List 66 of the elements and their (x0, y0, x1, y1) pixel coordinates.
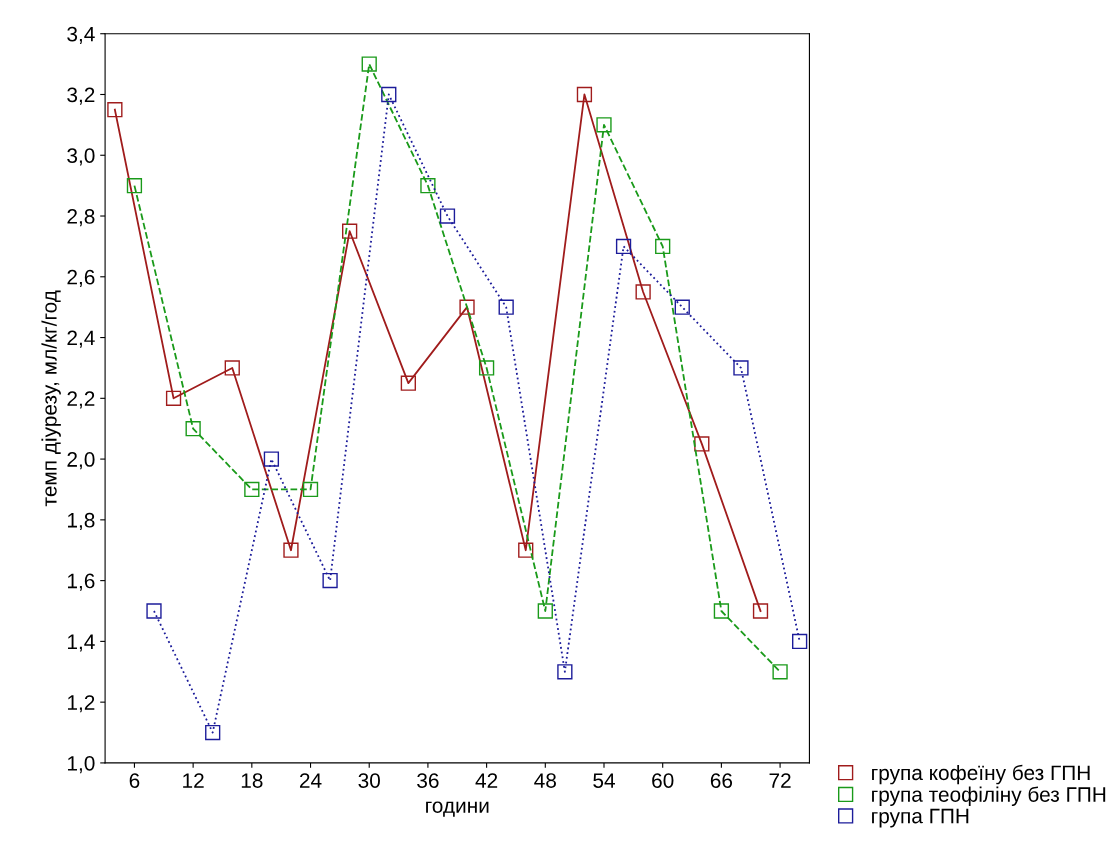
point (498, 299, 514, 315)
legend-label: група кофеїну без ГПН (872, 764, 1090, 785)
y-axis-title: темп діурезу, мл/кг/год (41, 290, 61, 507)
point (381, 86, 397, 103)
point (420, 177, 436, 194)
point (557, 664, 573, 680)
x-axis-title: години (426, 801, 489, 817)
y-tick-label: 2,4 (67, 330, 95, 348)
y-tick-label: 1,4 (68, 634, 95, 652)
x-tick-label: 54 (593, 773, 615, 788)
y-tick-label: 2,0 (67, 452, 95, 470)
point (400, 375, 416, 391)
y-tick-label: 2,6 (67, 269, 95, 287)
x-tick-label: 30 (358, 773, 380, 788)
x-tick-label: 36 (417, 773, 439, 788)
x-tick-label: 12 (183, 773, 204, 788)
y-tick-label: 3,0 (67, 148, 95, 166)
x-tick-label: 6 (129, 773, 140, 788)
y-tick-label: 3,2 (67, 87, 95, 105)
point (224, 360, 240, 376)
point (674, 299, 690, 315)
point (478, 360, 495, 376)
point (263, 451, 280, 467)
point (302, 481, 319, 498)
point (694, 436, 710, 452)
point (655, 238, 671, 255)
point (107, 102, 123, 118)
point (733, 360, 749, 376)
x-tick-label: 24 (299, 773, 322, 788)
point (576, 86, 593, 103)
legend-label: група ГПН (872, 808, 969, 828)
point (244, 481, 260, 498)
point (615, 238, 632, 255)
point (146, 603, 162, 619)
point (439, 208, 456, 224)
point (459, 299, 475, 315)
y-tick-label: 1,2 (68, 695, 95, 713)
x-tick-label: 48 (534, 773, 556, 788)
point (713, 603, 730, 619)
point (792, 633, 808, 650)
point (322, 572, 338, 589)
point (537, 603, 553, 619)
point (205, 724, 221, 741)
x-tick-label: 72 (769, 773, 791, 788)
point (361, 56, 377, 72)
point (752, 603, 769, 619)
point (283, 542, 299, 558)
y-tick-label: 2,2 (67, 391, 95, 409)
y-tick-label: 1,0 (68, 755, 95, 774)
point (772, 664, 788, 680)
x-tick-label: 60 (652, 773, 674, 788)
point (126, 177, 143, 194)
x-tick-label: 42 (475, 773, 498, 788)
point (596, 117, 612, 133)
y-tick-label: 1,6 (68, 573, 95, 591)
point (635, 284, 651, 300)
point (342, 223, 358, 239)
y-tick-label: 2,8 (67, 209, 95, 227)
y-tick-label: 1,8 (68, 512, 95, 531)
x-tick-label: 66 (710, 773, 733, 788)
y-tick-label: 3,4 (67, 26, 95, 44)
point (518, 542, 534, 558)
x-tick-label: 18 (241, 773, 263, 788)
point (165, 390, 182, 406)
point (185, 421, 201, 437)
legend-label: група теофіліну без ГПН (872, 786, 1106, 806)
